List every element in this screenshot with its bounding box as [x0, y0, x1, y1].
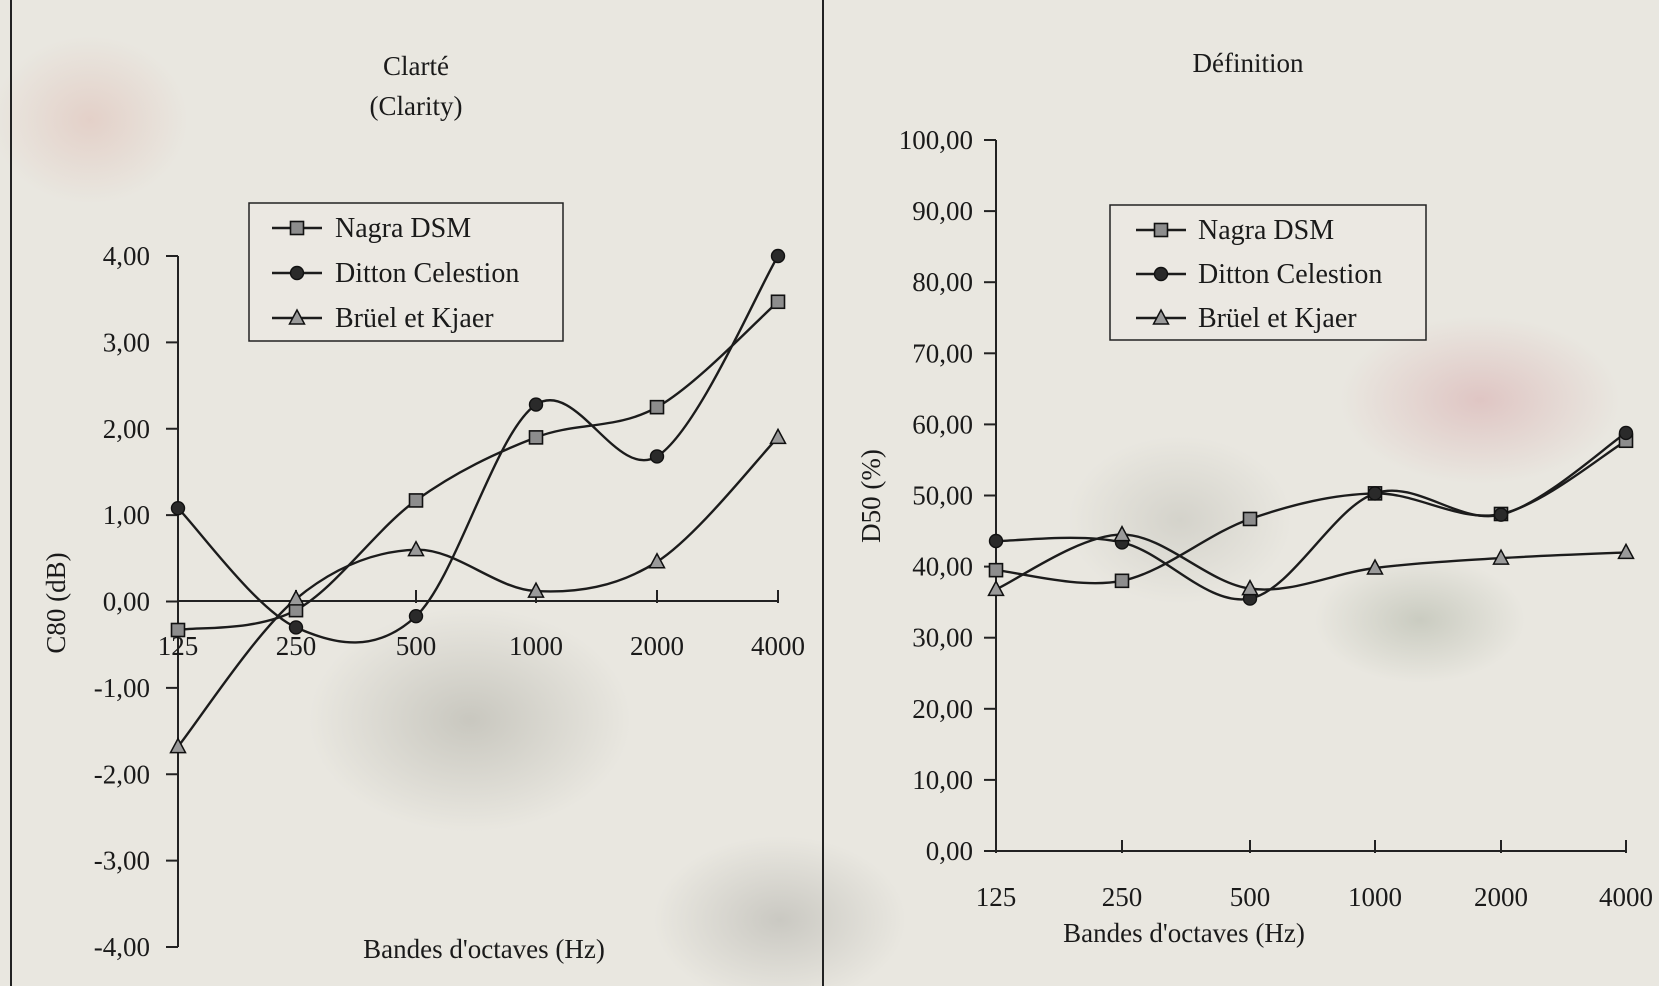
clarity-legend-marker-br-el-et-kjaer [288, 308, 306, 325]
clarity-y-tick-label: -2,00 [94, 759, 150, 789]
definition-y-tick-label: 90,00 [912, 196, 973, 226]
definition-x-tick-label: 2000 [1474, 882, 1528, 912]
definition-data-point-nagra-dsm [1114, 573, 1130, 589]
clarity-data-point-br-el-et-kjaer [169, 737, 187, 754]
definition-legend-marker-nagra-dsm [1153, 222, 1169, 238]
definition-x-tick-label: 500 [1230, 882, 1271, 912]
definition-data-point-br-el-et-kjaer [1113, 525, 1131, 542]
definition-y-tick-label: 70,00 [912, 338, 973, 368]
definition-y-tick-label: 0,00 [926, 836, 973, 866]
definition-y-tick-label: 20,00 [912, 694, 973, 724]
definition-data-point-ditton-celestion [1367, 486, 1383, 501]
definition-legend-label-nagra-dsm: Nagra DSM [1198, 215, 1334, 246]
clarity-y-tick-label: -4,00 [94, 932, 150, 962]
definition-series-line-nagra-dsm [995, 439, 1627, 585]
clarity-x-axis-label: Bandes d'octaves (Hz) [363, 934, 605, 964]
clarity-legend-label-br-el-et-kjaer: Brüel et Kjaer [335, 303, 494, 334]
clarity-y-tick-label: 4,00 [103, 241, 150, 271]
clarity-data-point-br-el-et-kjaer [287, 589, 305, 606]
definition-data-point-nagra-dsm [988, 562, 1004, 578]
definition-legend: Nagra DSM Ditton Celestion Brüel et Kjaer [1109, 204, 1427, 341]
clarity-series-lines [177, 255, 780, 748]
definition-y-tick-label: 50,00 [912, 481, 973, 511]
definition-x-tick-label: 4000 [1599, 882, 1653, 912]
definition-series-markers [987, 425, 1635, 606]
clarity-series-line-br-el-et-kjaer [177, 436, 779, 748]
clarity-y-tick-label: -1,00 [94, 673, 150, 703]
definition-data-point-br-el-et-kjaer [987, 579, 1005, 597]
clarity-data-point-br-el-et-kjaer [769, 427, 787, 445]
clarity-data-point-nagra-dsm [170, 622, 186, 638]
clarity-series-markers [169, 248, 787, 754]
clarity-series-line-nagra-dsm [177, 300, 779, 632]
clarity-x-tick-label: 4000 [751, 631, 805, 661]
clarity-chart: Clarté (Clarity) Bandes d'octaves (Hz) C… [41, 51, 805, 964]
clarity-y-axis-label: C80 (dB) [41, 552, 71, 653]
clarity-data-point-nagra-dsm [649, 399, 665, 415]
clarity-legend-marker-ditton-celestion [289, 265, 305, 281]
definition-data-point-br-el-et-kjaer [1492, 548, 1510, 565]
definition-legend-marker-ditton-celestion [1153, 266, 1169, 282]
clarity-x-tick-label: 500 [396, 631, 437, 661]
clarity-legend-marker-nagra-dsm [289, 220, 305, 236]
definition-x-axis-label: Bandes d'octaves (Hz) [1063, 918, 1305, 948]
clarity-legend: Nagra DSM Ditton Celestion Brüel et Kjaer [248, 202, 564, 342]
definition-x-tick-label: 1000 [1348, 882, 1402, 912]
clarity-axes: 4,00 3,00 2,00 1,00 0,00 -1,00 -2,00 -3,00 -4,00… [94, 241, 805, 962]
definition-data-point-ditton-celestion [1618, 425, 1634, 441]
definition-data-point-br-el-et-kjaer [1241, 579, 1259, 596]
clarity-legend-label-nagra-dsm: Nagra DSM [335, 213, 471, 244]
clarity-chart-title: Clarté [383, 51, 449, 81]
definition-y-axis-label: D50 (%) [856, 449, 886, 543]
clarity-y-tick-label: 1,00 [103, 500, 150, 530]
definition-data-point-ditton-celestion [1493, 507, 1509, 522]
definition-y-tick-label: 30,00 [912, 623, 973, 653]
definition-series-line-br-el-et-kjaer [995, 533, 1627, 591]
clarity-data-point-ditton-celestion [770, 248, 786, 264]
definition-legend-label-br-el-et-kjaer: Brüel et Kjaer [1198, 303, 1357, 334]
definition-data-point-br-el-et-kjaer [1366, 558, 1384, 575]
clarity-data-point-br-el-et-kjaer [648, 552, 666, 569]
definition-x-tick-label: 125 [976, 882, 1017, 912]
clarity-y-tick-label: -3,00 [94, 846, 150, 876]
clarity-data-point-nagra-dsm [770, 294, 786, 310]
clarity-data-point-ditton-celestion [288, 620, 304, 635]
clarity-data-point-nagra-dsm [528, 430, 544, 445]
clarity-legend-label-ditton-celestion: Ditton Celestion [335, 258, 519, 289]
definition-data-point-ditton-celestion [988, 533, 1004, 549]
definition-x-tick-label: 250 [1102, 882, 1143, 912]
definition-chart-title: Définition [1193, 48, 1304, 78]
definition-data-point-nagra-dsm [1242, 511, 1258, 527]
definition-data-point-br-el-et-kjaer [1617, 542, 1635, 560]
clarity-data-point-ditton-celestion [649, 449, 665, 464]
clarity-data-point-br-el-et-kjaer [527, 581, 545, 598]
clarity-x-tick-label: 1000 [509, 631, 563, 661]
clarity-data-point-ditton-celestion [408, 608, 424, 624]
definition-y-tick-label: 60,00 [912, 409, 973, 439]
clarity-x-tick-label: 250 [276, 631, 317, 661]
clarity-series-line-ditton-celestion [177, 255, 780, 644]
definition-y-tick-label: 40,00 [912, 552, 973, 582]
clarity-data-point-br-el-et-kjaer [407, 540, 425, 557]
clarity-chart-subtitle: (Clarity) [370, 91, 463, 121]
definition-series-line-ditton-celestion [995, 431, 1627, 601]
clarity-y-tick-label: 2,00 [103, 414, 150, 444]
definition-legend-marker-br-el-et-kjaer [1152, 308, 1170, 325]
definition-y-tick-label: 80,00 [912, 267, 973, 297]
definition-y-tick-label: 10,00 [912, 765, 973, 795]
definition-series-lines [995, 431, 1627, 601]
definition-legend-label-ditton-celestion: Ditton Celestion [1198, 259, 1382, 290]
clarity-x-tick-label: 2000 [630, 631, 684, 661]
definition-axes: 100,00 90,00 80,00 70,00 60,00 50,00 40,00 30,0… [899, 125, 1653, 912]
definition-chart: Définition Bandes d'octaves (Hz) D50 (%)… [856, 48, 1653, 948]
clarity-y-tick-label: 0,00 [103, 587, 150, 617]
definition-y-tick-label: 100,00 [899, 125, 973, 155]
clarity-y-tick-label: 3,00 [103, 327, 150, 357]
clarity-data-point-ditton-celestion [170, 501, 186, 516]
clarity-data-point-nagra-dsm [408, 493, 424, 508]
clarity-data-point-ditton-celestion [528, 397, 544, 412]
